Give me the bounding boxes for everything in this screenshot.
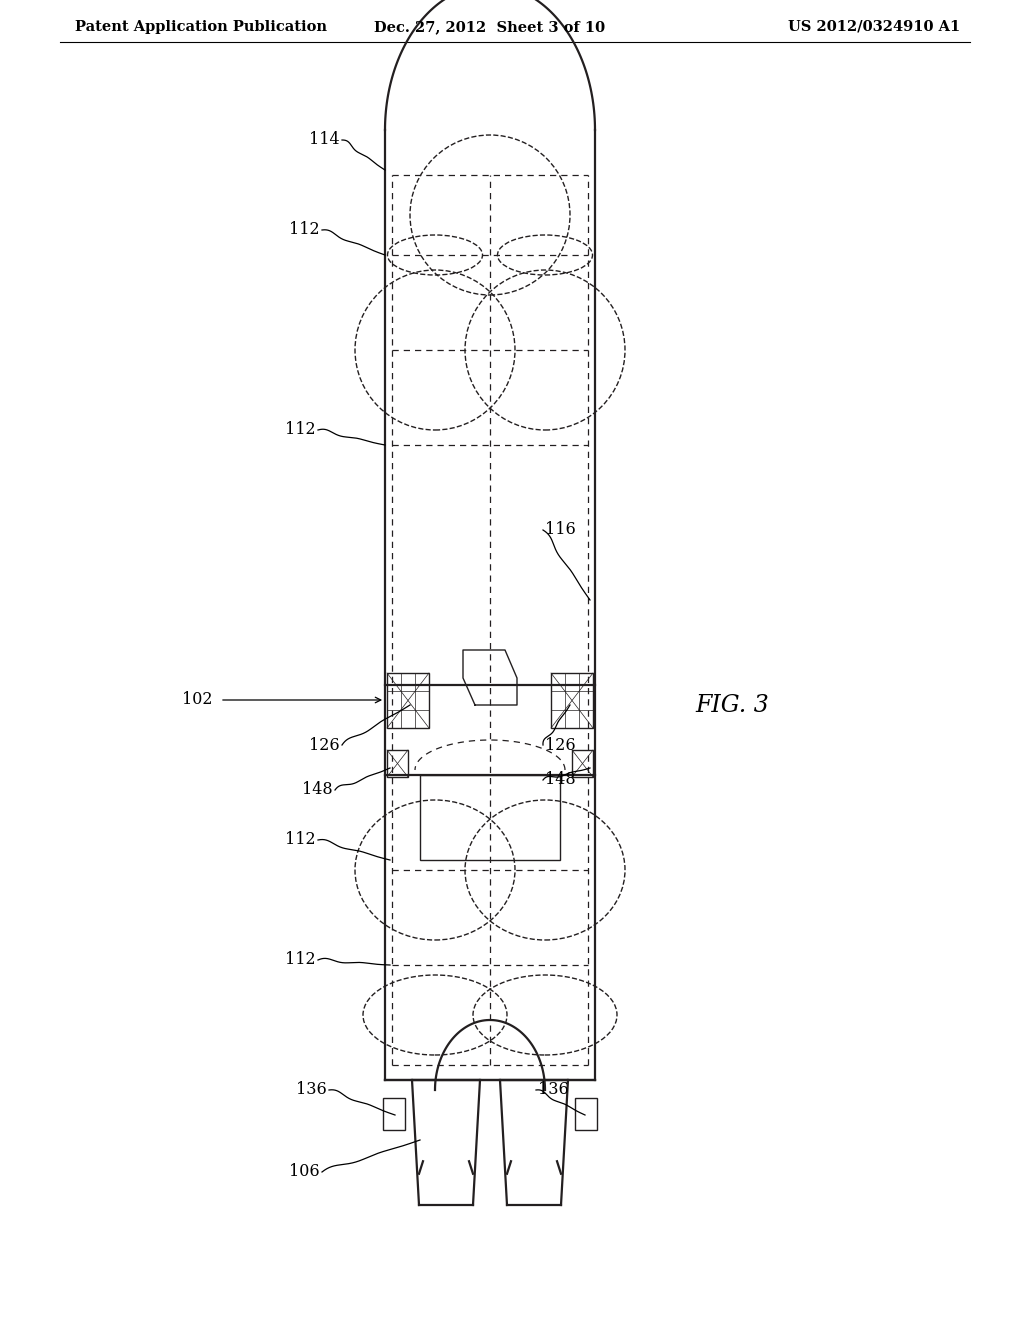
Bar [387,673,429,729]
Bar [551,673,593,729]
Text: 106: 106 [290,1163,319,1180]
Bar [387,750,408,777]
Bar [383,1098,406,1130]
Text: 116: 116 [545,521,575,539]
Bar [572,750,593,777]
Text: Dec. 27, 2012  Sheet 3 of 10: Dec. 27, 2012 Sheet 3 of 10 [375,20,605,34]
Bar [575,1098,597,1130]
Text: 148: 148 [545,771,575,788]
Text: 126: 126 [545,737,575,754]
Bar [420,775,560,861]
Text: US 2012/0324910 A1: US 2012/0324910 A1 [787,20,961,34]
Text: 112: 112 [286,421,316,438]
Text: 102: 102 [182,692,213,709]
Text: 126: 126 [309,737,340,754]
Text: 112: 112 [286,832,316,849]
Text: 136: 136 [296,1081,327,1098]
Text: 136: 136 [538,1081,568,1098]
Text: 112: 112 [286,952,316,969]
Text: 148: 148 [302,781,333,799]
Text: 114: 114 [309,132,340,149]
Text: FIG. 3: FIG. 3 [695,693,769,717]
Text: Patent Application Publication: Patent Application Publication [75,20,327,34]
Text: 112: 112 [290,222,319,239]
